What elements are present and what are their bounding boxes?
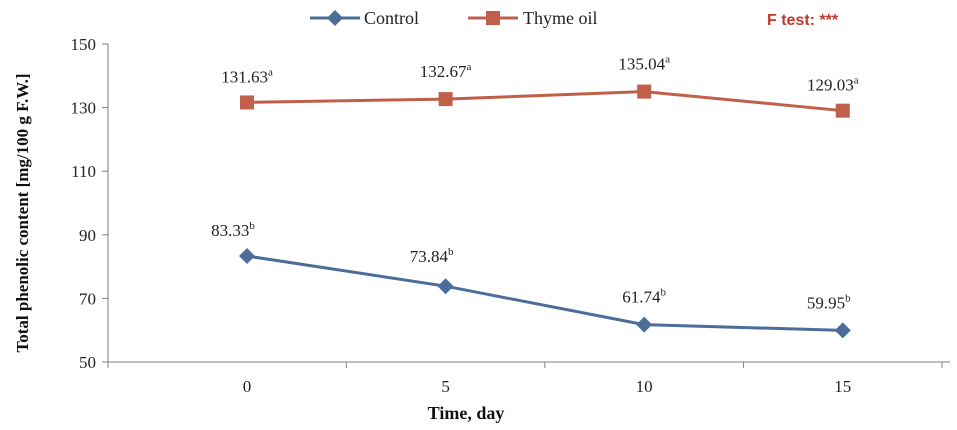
- data-point: [637, 84, 652, 99]
- data-label: 73.84b: [410, 246, 454, 266]
- data-label: 132.67a: [420, 61, 472, 81]
- legend-item-control: Control: [310, 8, 419, 28]
- data-point: [239, 248, 256, 265]
- axes: 50 70 90 110 130 150 0 5 10 15: [71, 35, 950, 396]
- legend-label: Control: [364, 8, 419, 28]
- data-label: 59.95b: [807, 292, 851, 312]
- data-label: 135.04a: [618, 54, 670, 74]
- x-axis-title: Time, day: [428, 403, 505, 423]
- f-test-annotation: F test: ***: [767, 12, 839, 29]
- x-tick-label: 0: [243, 377, 252, 396]
- y-tick-label: 150: [71, 35, 97, 54]
- legend: Control Thyme oil: [310, 8, 598, 28]
- legend-marker: [327, 10, 343, 26]
- data-point: [438, 92, 453, 107]
- data-point: [636, 316, 653, 333]
- data-label: 83.33b: [211, 220, 255, 240]
- data-label: 131.63a: [221, 66, 273, 86]
- y-tick-label: 70: [79, 289, 96, 308]
- data-point: [437, 278, 454, 295]
- legend-item-thyme-oil: Thyme oil: [468, 8, 598, 28]
- series-thyme-oil: 131.63a 132.67a 135.04a 129.03a: [221, 54, 859, 118]
- y-tick-label: 90: [79, 226, 96, 245]
- series-control: 83.33b 73.84b 61.74b 59.95b: [211, 220, 851, 339]
- legend-label: Thyme oil: [523, 8, 598, 28]
- data-label: 129.03a: [807, 75, 859, 95]
- data-label: 61.74b: [622, 287, 666, 307]
- y-axis-title: Total phenolic content [mg/100 g F.W.]: [13, 73, 32, 352]
- y-tick-label: 130: [71, 99, 97, 118]
- legend-marker: [486, 11, 500, 25]
- x-tick-label: 10: [636, 377, 653, 396]
- y-tick-label: 50: [79, 353, 96, 372]
- data-point: [835, 103, 850, 118]
- series-line: [246, 254, 843, 332]
- x-tick-label: 5: [441, 377, 450, 396]
- x-tick-label: 15: [834, 377, 851, 396]
- series-line: [246, 90, 843, 113]
- data-point: [240, 95, 255, 110]
- y-tick-label: 110: [71, 162, 96, 181]
- data-point: [834, 322, 851, 339]
